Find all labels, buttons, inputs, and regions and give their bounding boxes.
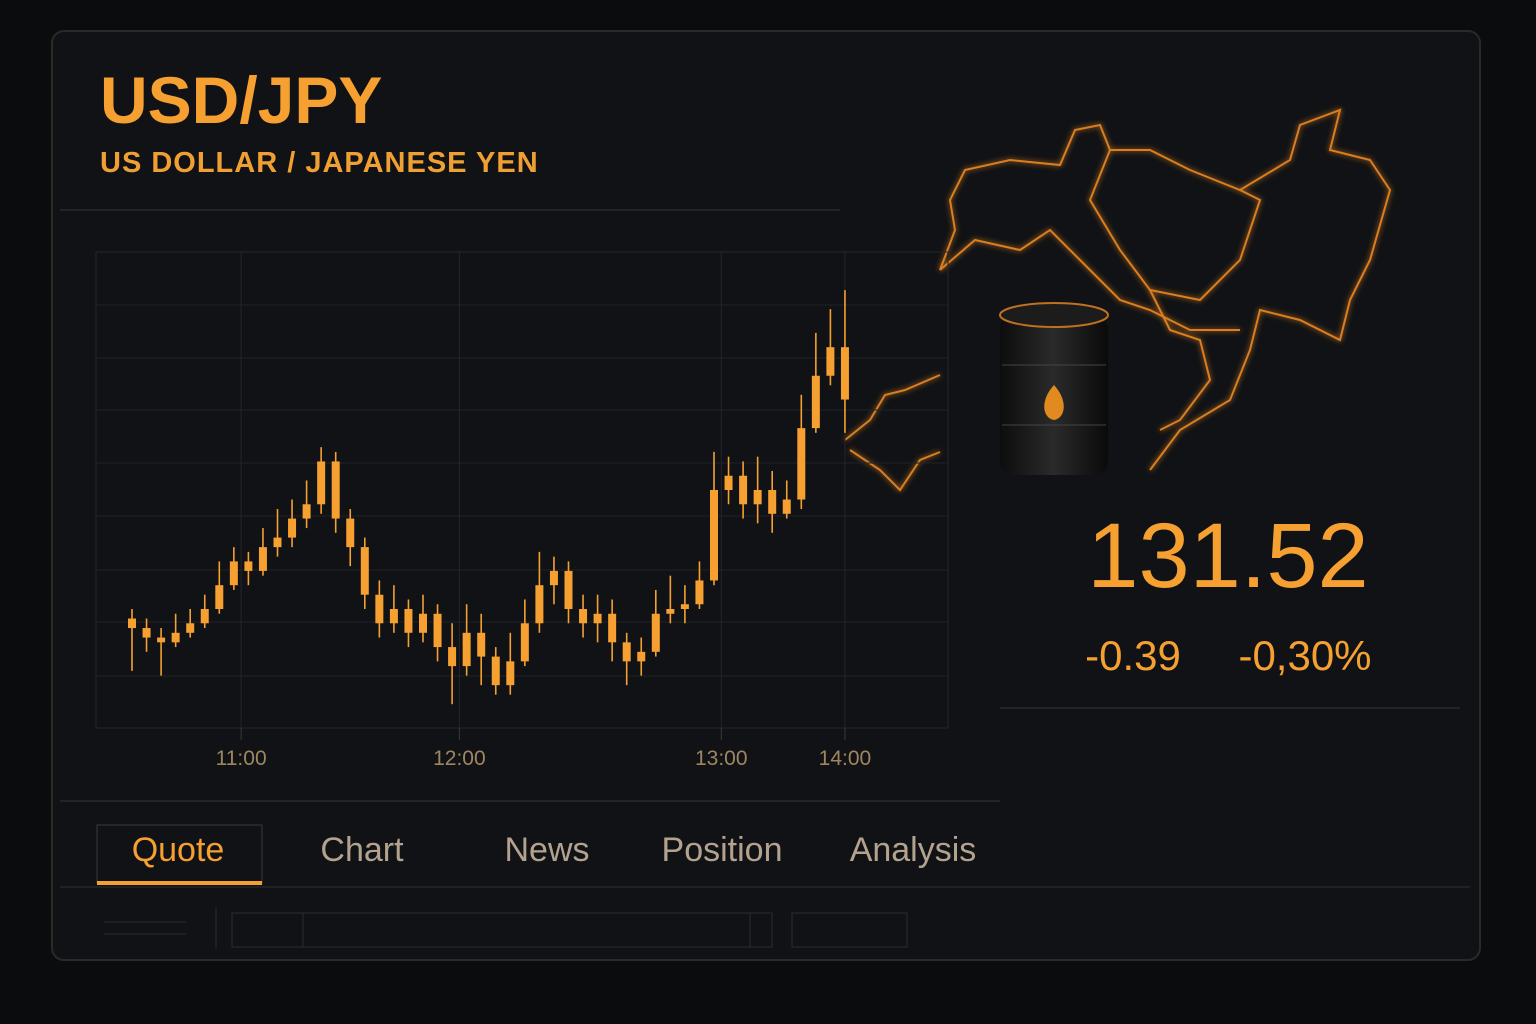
x-tick-label: 13:00 (695, 747, 748, 770)
candle-body (244, 561, 253, 571)
candle-body (622, 642, 631, 662)
candle-body (433, 613, 442, 648)
candle-body (549, 570, 558, 586)
candle-body (535, 585, 544, 624)
candle-body (186, 623, 195, 633)
tab[interactable]: News (504, 831, 589, 869)
candle-body (797, 428, 806, 500)
candlestick-chart: 11:00 12:00 13:00 14:00 (128, 252, 871, 770)
candle-body (389, 609, 398, 624)
candle-body (739, 475, 748, 505)
price-change: -0.39 (1085, 632, 1181, 679)
candle-body (826, 347, 835, 376)
candle-body (768, 490, 777, 514)
candle-body (666, 609, 675, 614)
candle-body (404, 609, 413, 633)
candle-body (288, 518, 297, 538)
candle-body (200, 609, 209, 624)
candle-body (840, 347, 849, 400)
candle-body (593, 613, 602, 624)
x-tick-label: 14:00 (819, 747, 872, 770)
candle-body (360, 547, 369, 595)
candle-body (710, 490, 718, 581)
candle-body (302, 504, 311, 519)
candle-body (782, 499, 791, 514)
tab[interactable]: Quote (132, 831, 225, 869)
price-change-percent: -0,30% (1238, 632, 1371, 679)
plot-rules (96, 304, 948, 677)
candle-body (331, 461, 340, 519)
candle-body (506, 661, 515, 686)
candle-body (637, 651, 646, 662)
candle-body (317, 461, 326, 505)
candle-body (753, 490, 762, 505)
oil-barrel (999, 302, 1109, 475)
tab[interactable]: Chart (320, 831, 404, 869)
active-tab-underline (97, 881, 262, 885)
candle-body (142, 628, 151, 638)
footer-controls (104, 908, 908, 948)
candle-body (680, 604, 689, 609)
candle-body (462, 632, 471, 667)
map-outline (844, 108, 1392, 492)
candle-body (229, 561, 238, 586)
candle-body (128, 618, 136, 629)
candle-body (215, 585, 224, 609)
tab[interactable]: Analysis (850, 831, 977, 869)
candle-body (273, 537, 282, 548)
candle-body (724, 475, 733, 490)
candle-body (375, 594, 384, 624)
candle-body (171, 632, 180, 643)
candle-body (579, 609, 588, 624)
candle-body (491, 656, 500, 686)
candle-body (157, 637, 166, 643)
pair-subtitle: US DOLLAR / JAPANESE YEN (100, 147, 539, 179)
x-tick-label: 12:00 (433, 747, 486, 770)
candle-body (520, 623, 529, 662)
candle-body (695, 580, 704, 605)
candle-body (608, 613, 617, 643)
pair-title: USD/JPY (100, 63, 382, 137)
candle-body (651, 613, 660, 652)
plot-frame (95, 251, 949, 729)
candle-body (448, 647, 457, 667)
candle-body (477, 632, 486, 657)
candle-body (811, 375, 820, 429)
candle-body (419, 613, 427, 633)
candle-body (346, 518, 355, 548)
price: 131.52 (1087, 505, 1368, 607)
tab-bar: Quote Chart News Position Analysis (96, 824, 977, 885)
candle-body (258, 547, 267, 571)
candle-body (564, 570, 573, 609)
tab[interactable]: Position (662, 831, 783, 869)
x-tick-label: 11:00 (216, 747, 267, 770)
